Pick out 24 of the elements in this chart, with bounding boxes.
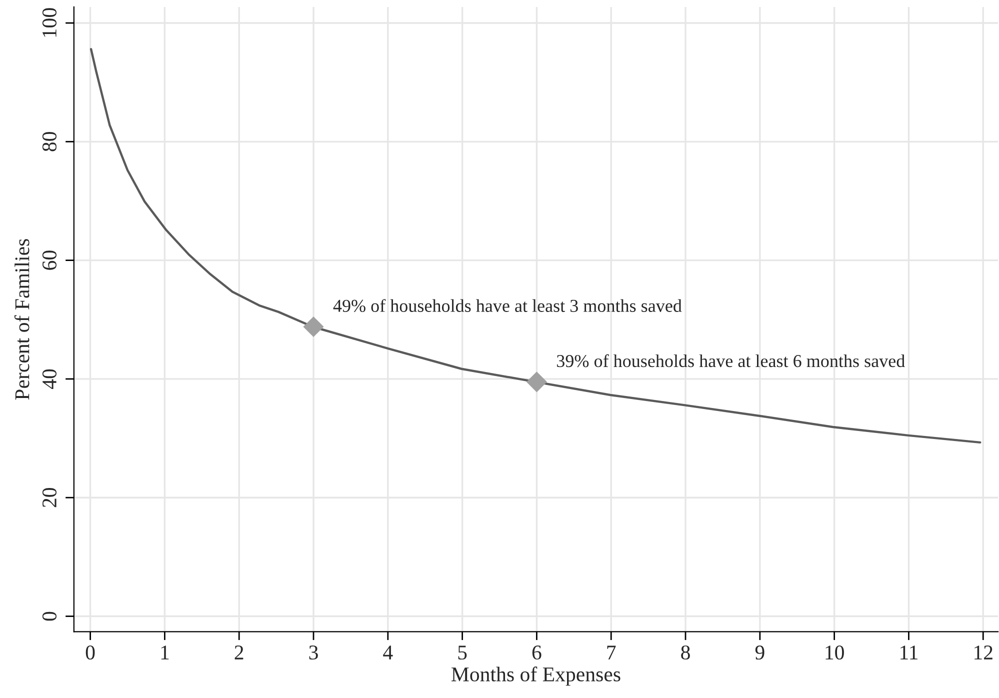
x-tick-label: 7 [607,646,616,660]
x-tick-label: 9 [755,646,764,660]
x-tick-label: 6 [532,646,542,660]
x-tick-label: 5 [458,646,467,660]
annotation: 39% of households have at least 6 months saved [557,354,905,368]
x-tick-label: 12 [974,646,992,660]
y-tick-label: 60 [42,250,56,270]
x-tick-label: 2 [234,646,244,660]
x-tick-label: 3 [309,646,318,660]
y-tick-label: 20 [42,488,56,508]
y-tick-label: 80 [42,132,56,152]
x-tick-label: 10 [826,645,844,660]
x-tick-label: 11 [900,646,918,660]
y-tick-label: 100 [42,8,56,37]
y-axis-title: Percent of Families [14,239,30,400]
x-tick-label: 8 [681,645,690,660]
x-tick-label: 4 [383,646,393,660]
annotation: 49% of households have at least 3 months saved [333,299,682,312]
x-axis-title: Months of Expenses [451,666,620,686]
y-tick-label: 0 [42,612,56,621]
x-tick-label: 1 [161,646,169,660]
y-tick-label: 40 [42,369,56,389]
line-series [90,48,982,444]
x-tick-label: 0 [86,645,95,660]
